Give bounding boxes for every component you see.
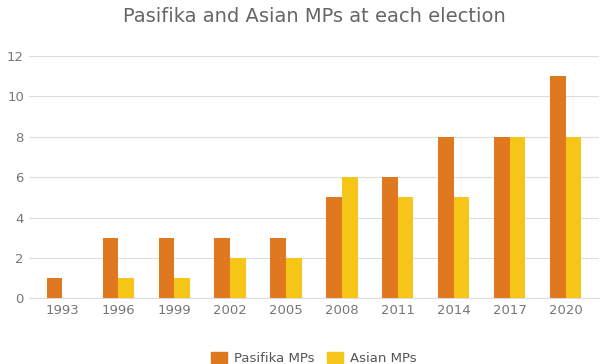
- Bar: [230, 258, 245, 298]
- Bar: [565, 137, 581, 298]
- Bar: [118, 278, 134, 298]
- Bar: [398, 197, 413, 298]
- Bar: [494, 137, 510, 298]
- Legend: Pasifika MPs, Asian MPs: Pasifika MPs, Asian MPs: [206, 347, 422, 364]
- Bar: [47, 278, 62, 298]
- Bar: [286, 258, 302, 298]
- Bar: [342, 177, 358, 298]
- Title: Pasifika and Asian MPs at each election: Pasifika and Asian MPs at each election: [122, 7, 505, 26]
- Bar: [326, 197, 342, 298]
- Bar: [270, 238, 286, 298]
- Bar: [438, 137, 454, 298]
- Bar: [215, 238, 230, 298]
- Bar: [550, 76, 565, 298]
- Bar: [454, 197, 470, 298]
- Bar: [510, 137, 525, 298]
- Bar: [174, 278, 190, 298]
- Bar: [382, 177, 398, 298]
- Bar: [159, 238, 174, 298]
- Bar: [102, 238, 118, 298]
